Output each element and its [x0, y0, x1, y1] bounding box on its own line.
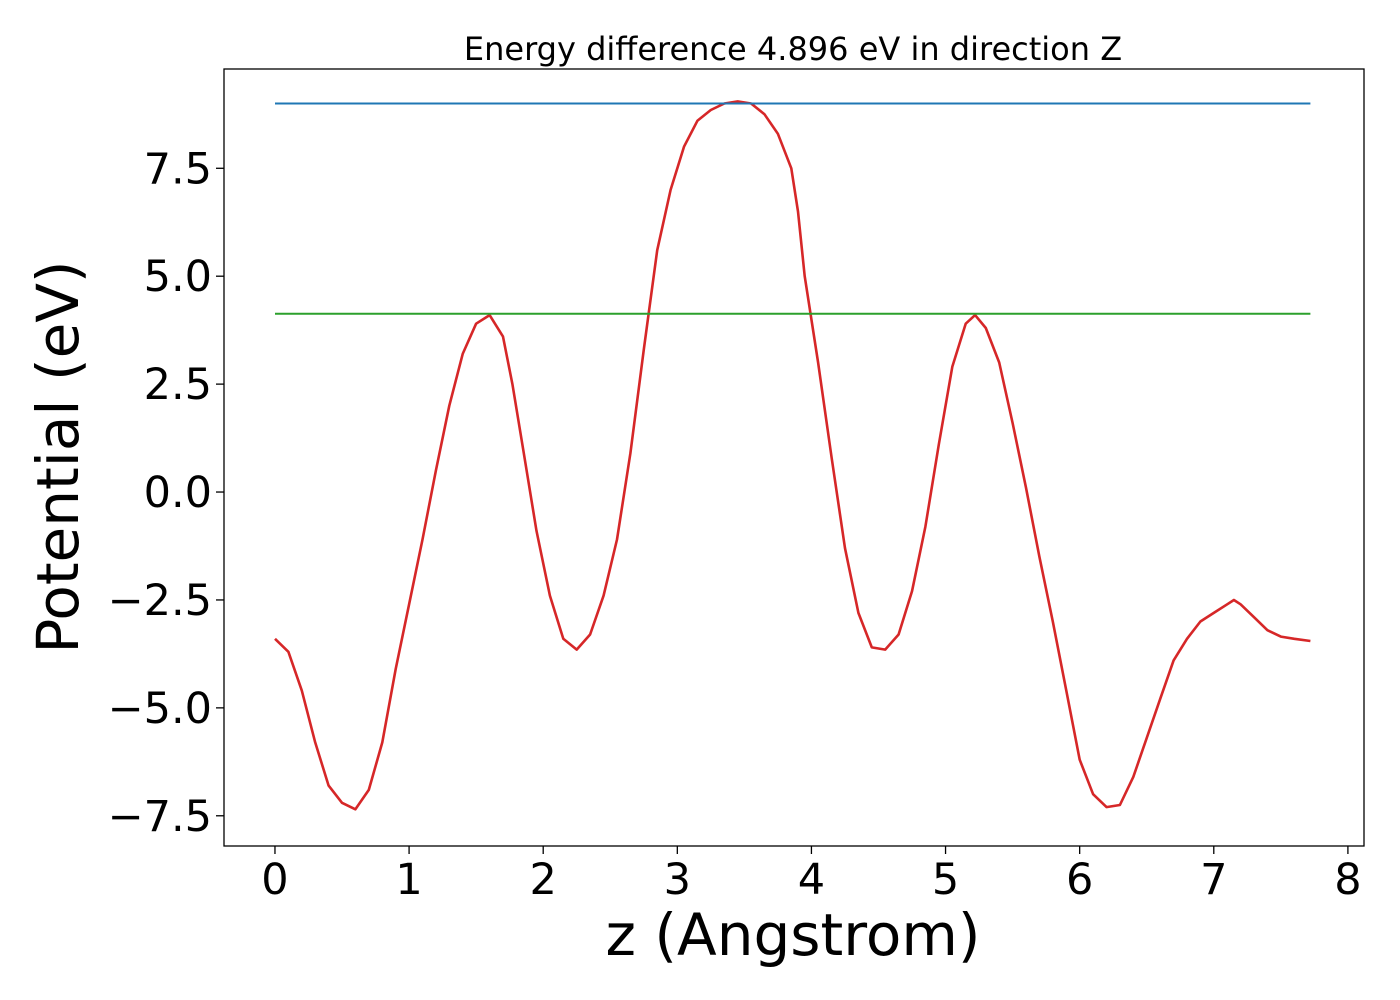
y-tick-label: −7.5: [108, 792, 212, 842]
chart-title: Energy difference 4.896 eV in direction …: [464, 30, 1122, 68]
x-tick-label: 6: [1066, 855, 1093, 905]
y-tick-label: −2.5: [108, 576, 212, 626]
plot-frame: [223, 68, 1365, 847]
y-axis-ticks: −7.5 −5.0 −2.5 0.0 2.5 5.0 7.5: [108, 144, 224, 842]
x-tick-label: 0: [261, 855, 288, 905]
y-tick-label: −5.0: [108, 684, 212, 734]
x-tick-label: 3: [664, 855, 691, 905]
y-tick-label: 2.5: [144, 360, 212, 410]
plot-area: [223, 68, 1365, 847]
x-axis-label: z (Angstrom): [606, 901, 981, 969]
x-tick-label: 1: [395, 855, 422, 905]
y-axis-label: Potential (eV): [24, 260, 92, 653]
y-tick-label: 7.5: [144, 144, 212, 194]
x-tick-label: 2: [530, 855, 557, 905]
y-tick-label: 5.0: [144, 252, 212, 302]
series-line-0: [274, 100, 1311, 811]
x-tick-label: 8: [1334, 855, 1361, 905]
x-tick-label: 4: [798, 855, 825, 905]
y-tick-label: 0.0: [144, 468, 212, 518]
x-tick-label: 7: [1200, 855, 1227, 905]
x-axis-ticks: 0 1 2 3 4 5 6 7 8: [261, 846, 1362, 905]
x-tick-label: 5: [932, 855, 959, 905]
